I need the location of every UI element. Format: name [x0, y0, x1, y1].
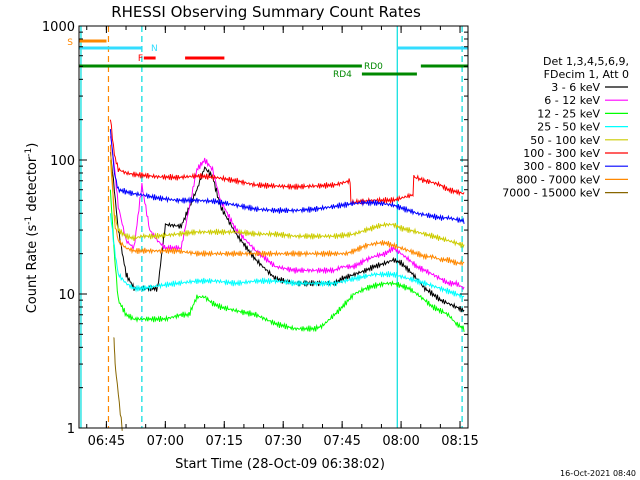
legend-entry-label: 12 - 25 keV [537, 107, 600, 120]
series-lines [109, 119, 465, 431]
y-axis-label-part: -1 [24, 148, 34, 157]
series-line-7 [109, 144, 465, 267]
y-tick-label: 10 [58, 288, 75, 303]
x-tick-label: 08:15 [441, 434, 478, 449]
x-axis-ticks: 06:45 07:00 07:15 07:30 07:45 08:00 08:15 [86, 26, 479, 449]
status-bars: S NF RD0 RD4 [67, 38, 468, 80]
y-axis-label-part: Count Rate (s [25, 225, 40, 314]
x-tick-label: 06:45 [88, 434, 125, 449]
y-axis-label: Count Rate (s-1 detector-1) [24, 143, 40, 314]
y-axis-label-part: -1 [24, 216, 34, 225]
bar-label-rd0: RD0 [364, 62, 383, 72]
series-line-8 [113, 337, 123, 431]
y-axis-label-part: ) [25, 143, 40, 148]
y-axis-label-part: detector [25, 156, 40, 216]
bar-label-s: S [67, 38, 73, 48]
legend-entry-label: 25 - 50 keV [537, 121, 600, 134]
legend-entry-label: 300 - 800 keV [523, 160, 600, 173]
x-tick-label: 07:00 [147, 434, 184, 449]
series-line-2 [109, 189, 465, 333]
x-tick-label: 07:15 [206, 434, 243, 449]
legend-entry-label: 7000 - 15000 keV [502, 187, 600, 200]
legend-entry-label: 3 - 6 keV [551, 81, 600, 94]
legend-header-line: FDecim 1, Att 0 [544, 68, 629, 81]
footer-timestamp: 16-Oct-2021 08:40 [560, 469, 636, 478]
legend-header-line: Det 1,3,4,5,6,9, [543, 55, 629, 68]
plot-frame [78, 25, 469, 429]
x-tick-label: 07:30 [264, 434, 301, 449]
y-axis-ticks: 1 10 100 1000 [42, 20, 468, 437]
y-tick-label: 1000 [42, 20, 75, 35]
x-tick-label: 07:45 [323, 434, 360, 449]
series-line-4 [109, 159, 465, 249]
legend: Det 1,3,4,5,6,9,FDecim 1, Att 03 - 6 keV… [502, 55, 629, 200]
legend-entry-label: 800 - 7000 keV [516, 173, 600, 186]
chart-title: RHESSI Observing Summary Count Rates [111, 3, 421, 21]
x-axis-label: Start Time (28-Oct-09 06:38:02) [175, 457, 385, 472]
y-tick-label: 100 [50, 154, 75, 169]
series-line-0 [109, 151, 465, 313]
x-tick-label: 08:00 [382, 434, 419, 449]
legend-entry-label: 100 - 300 keV [523, 147, 600, 160]
series-line-5 [109, 119, 465, 205]
bar-label-rd4: RD4 [333, 70, 352, 80]
series-line-3 [109, 213, 465, 300]
series-line-6 [109, 129, 465, 225]
bar-label-f: F [138, 54, 143, 64]
bar-label-n: N [151, 44, 158, 54]
legend-entry-label: 50 - 100 keV [530, 134, 600, 147]
vertical-markers [80, 26, 463, 428]
y-tick-label: 1 [67, 422, 75, 437]
legend-entry-label: 6 - 12 keV [544, 94, 600, 107]
